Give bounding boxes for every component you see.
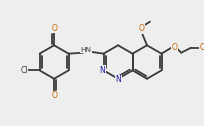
Text: O: O: [199, 43, 204, 52]
Text: O: O: [137, 24, 143, 33]
Text: O: O: [51, 91, 57, 100]
Text: Cl: Cl: [20, 66, 28, 75]
Text: O: O: [51, 24, 57, 33]
Text: HN: HN: [80, 47, 91, 53]
Text: O: O: [171, 43, 176, 52]
Text: N: N: [99, 66, 105, 75]
Text: N: N: [115, 75, 120, 84]
